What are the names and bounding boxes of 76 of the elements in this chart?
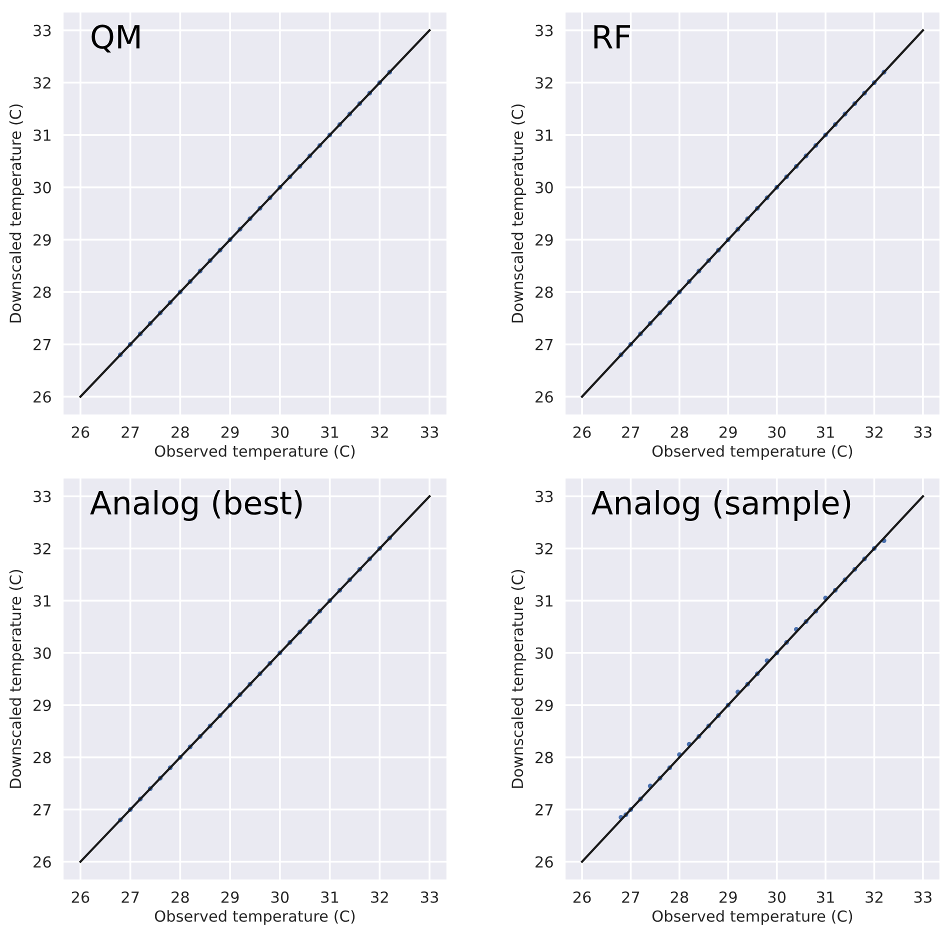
y-tick-label: 32	[536, 542, 552, 554]
y-axis-title: Downscaled temperature (C)	[9, 104, 24, 322]
x-tick-label: 33	[914, 426, 932, 438]
x-tick-label: 29	[720, 891, 737, 903]
x-tick-label: 33	[914, 891, 932, 903]
y-tick-label: 28	[536, 752, 553, 764]
y-tick-label: 31	[536, 595, 552, 607]
y-tick-label: 28	[34, 286, 51, 298]
x-tick-label: 26	[72, 891, 90, 903]
y-tick-label: 26	[34, 391, 51, 403]
x-tick-label: 30	[768, 891, 786, 903]
y-axis-title: Downscaled temperature (C)	[511, 570, 526, 788]
x-tick-label: 27	[122, 426, 139, 438]
x-tick-label: 27	[122, 891, 139, 903]
y-tick-label: 27	[34, 804, 51, 816]
y-tick-label: 30	[34, 647, 51, 659]
y-tick-label: 29	[34, 700, 51, 712]
y-tick-label: 30	[34, 182, 51, 194]
y-tick-label: 28	[536, 286, 553, 298]
y-tick-label: 27	[536, 804, 553, 816]
y-tick-label: 26	[34, 856, 51, 868]
x-axis-title: Observed temperature (C)	[652, 910, 852, 925]
x-tick-label: 28	[172, 426, 189, 438]
x-tick-label: 31	[816, 426, 834, 438]
y-tick-label: 29	[536, 234, 553, 246]
x-tick-label: 30	[768, 426, 786, 438]
x-tick-label: 28	[172, 891, 189, 903]
x-tick-label: 26	[72, 426, 90, 438]
x-tick-label: 33	[420, 426, 438, 438]
x-tick-label: 27	[622, 891, 640, 903]
chart-title: QM	[92, 24, 140, 52]
x-tick-label: 29	[221, 891, 239, 903]
y-tick-label: 29	[536, 700, 553, 712]
x-tick-label: 29	[720, 426, 737, 438]
x-tick-label: 26	[573, 426, 591, 438]
x-tick-label: 31	[816, 891, 834, 903]
y-tick-label: 28	[34, 752, 51, 764]
y-tick-label: 33	[536, 490, 553, 502]
y-tick-label: 33	[34, 490, 51, 502]
x-tick-label: 31	[321, 891, 338, 903]
x-tick-label: 28	[670, 426, 688, 438]
y-tick-label: 32	[34, 542, 50, 554]
chart-title: Analog (sample)	[592, 490, 850, 521]
y-tick-label: 31	[34, 595, 50, 607]
y-tick-label: 32	[536, 77, 552, 89]
x-axis-title: Observed temperature (C)	[154, 445, 355, 460]
y-tick-label: 33	[536, 24, 553, 36]
x-tick-label: 26	[573, 891, 591, 903]
y-tick-label: 30	[536, 182, 553, 194]
y-tick-label: 32	[34, 77, 50, 89]
chart-title: RF	[594, 25, 630, 48]
y-tick-label: 26	[536, 391, 553, 403]
y-axis-title: Downscaled temperature (C)	[9, 570, 24, 788]
x-tick-label: 29	[221, 426, 239, 438]
y-tick-label: 31	[536, 129, 552, 142]
y-tick-label: 29	[34, 234, 51, 246]
y-tick-label: 27	[536, 338, 553, 350]
y-axis-title: Downscaled temperature (C)	[511, 104, 526, 322]
x-tick-label: 27	[622, 426, 640, 438]
x-tick-label: 32	[866, 426, 882, 438]
y-tick-label: 26	[536, 856, 553, 868]
x-tick-label: 32	[866, 891, 882, 903]
x-tick-label: 32	[371, 426, 388, 438]
x-tick-label: 30	[271, 426, 289, 438]
y-tick-label: 33	[34, 24, 51, 36]
y-tick-label: 27	[34, 338, 51, 350]
x-tick-label: 31	[321, 426, 338, 438]
x-axis-title: Observed temperature (C)	[154, 910, 355, 925]
x-tick-label: 32	[371, 891, 388, 903]
chart-title: Analog (best)	[90, 490, 302, 521]
x-tick-label: 28	[670, 891, 688, 903]
y-tick-label: 31	[34, 129, 50, 142]
x-axis-title: Observed temperature (C)	[652, 445, 852, 460]
x-tick-label: 30	[271, 891, 289, 903]
x-tick-label: 33	[420, 891, 438, 903]
y-tick-label: 30	[536, 647, 553, 659]
